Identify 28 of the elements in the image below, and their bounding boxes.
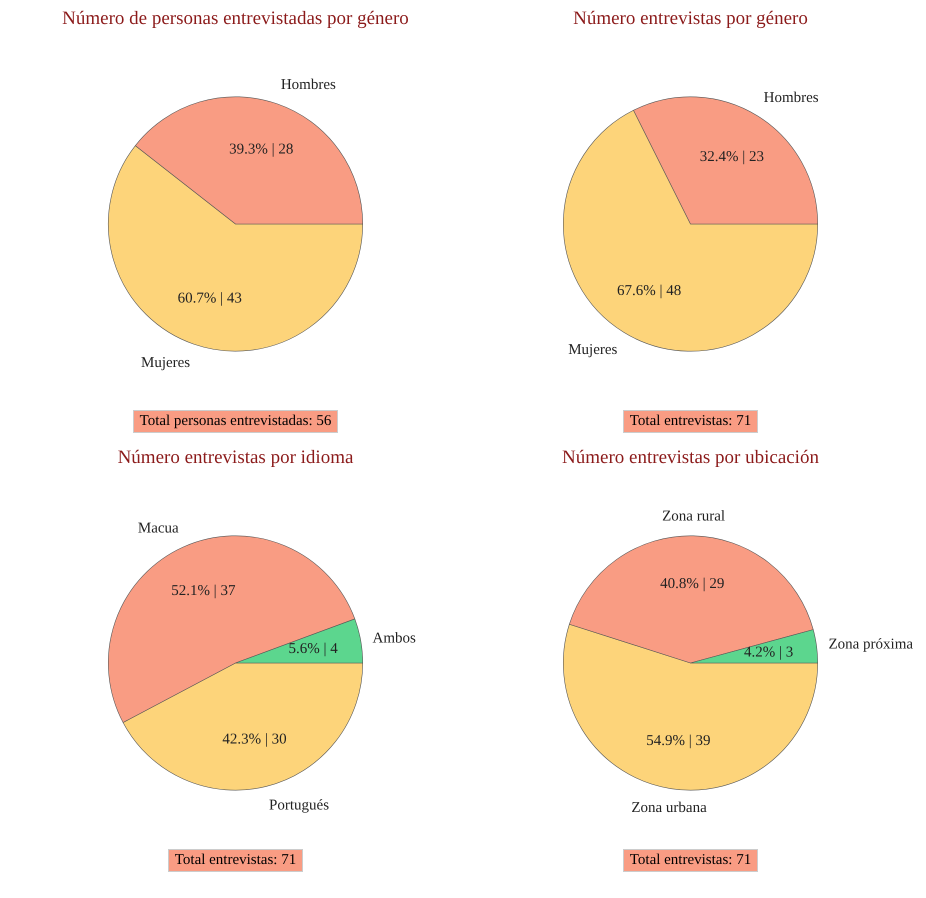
slice-label: Zona urbana bbox=[631, 800, 708, 816]
chart-title: Número entrevistas por idioma bbox=[118, 447, 354, 470]
slice-label: Hombres bbox=[280, 76, 336, 93]
slice-label: Mujeres bbox=[140, 355, 190, 372]
slice-label: Portugués bbox=[269, 798, 330, 814]
data-label: 40.8% | 29 bbox=[660, 576, 724, 592]
slice-label: Zona rural bbox=[662, 508, 726, 524]
data-label: 54.9% | 39 bbox=[646, 732, 710, 749]
text: Total entrevistas: 71 bbox=[622, 849, 758, 872]
data-label: 4.2% | 3 bbox=[744, 644, 794, 660]
chart-title: Número entrevistas por ubicación bbox=[562, 447, 819, 470]
text: Total personas entrevistadas: 56 bbox=[132, 410, 338, 433]
text: Total entrevistas: 71 bbox=[168, 849, 304, 872]
slice-label: Zona próxima bbox=[828, 636, 914, 653]
data-label: 39.3% | 28 bbox=[229, 141, 294, 158]
data-label: 5.6% | 4 bbox=[288, 641, 338, 658]
chart-title: Número entrevistas por género bbox=[573, 8, 808, 31]
data-label: 42.3% | 30 bbox=[222, 731, 287, 748]
slice-label: Hombres bbox=[764, 90, 819, 106]
slice-label: Mujeres bbox=[568, 342, 618, 358]
chart-title: Número de personas entrevistadas por género bbox=[62, 8, 409, 31]
data-label: 32.4% | 23 bbox=[700, 148, 764, 165]
data-label: 67.6% | 48 bbox=[616, 283, 682, 300]
data-label: 60.7% | 43 bbox=[178, 290, 242, 306]
text: Total entrevistas: 71 bbox=[622, 410, 758, 433]
slice-label: Ambos bbox=[372, 630, 416, 646]
slice-label: Macua bbox=[138, 520, 180, 536]
data-label: 52.1% | 37 bbox=[171, 582, 236, 599]
